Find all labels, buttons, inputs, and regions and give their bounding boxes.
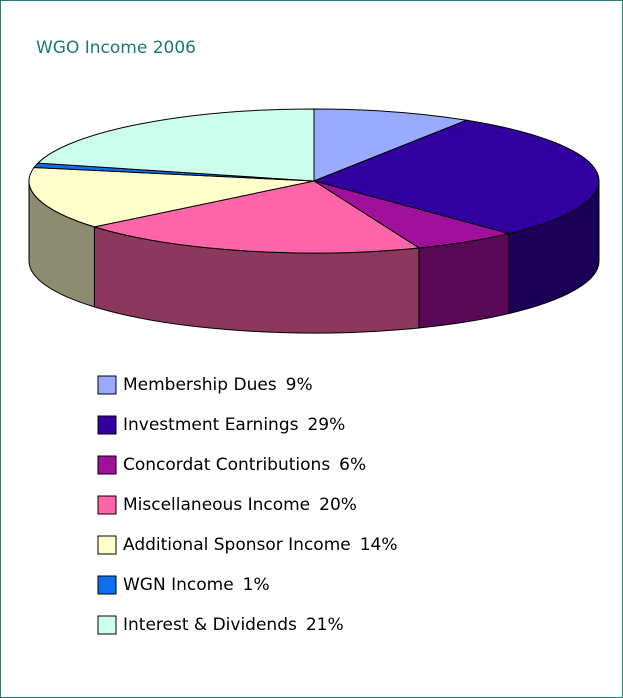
legend-label: Concordat Contributions 6%	[123, 455, 366, 475]
legend-label: Investment Earnings 29%	[123, 415, 345, 435]
legend-value: 21%	[306, 615, 344, 635]
legend-swatch	[97, 495, 117, 515]
legend-value: 1%	[243, 575, 270, 595]
pie-slice	[28, 166, 315, 228]
legend-name: WGN Income	[123, 575, 234, 595]
legend-label: Additional Sponsor Income 14%	[123, 535, 398, 555]
legend-swatch	[97, 415, 117, 435]
legend-value: 9%	[286, 375, 313, 395]
legend-swatch	[97, 575, 117, 595]
legend-label: Interest & Dividends 21%	[123, 615, 344, 635]
legend-name: Concordat Contributions	[123, 455, 330, 475]
legend-label: Miscellaneous Income 20%	[123, 495, 357, 515]
pie-slice	[312, 119, 600, 235]
legend-name: Interest & Dividends	[123, 615, 297, 635]
pie-side	[418, 232, 510, 329]
chart-title: WGO Income 2006	[36, 38, 196, 58]
pie-slice	[94, 180, 421, 254]
legend-value: 29%	[307, 415, 345, 435]
legend-swatch	[97, 375, 117, 395]
legend-label: Membership Dues 9%	[123, 375, 313, 395]
pie-slice	[36, 108, 315, 182]
legend-swatch	[97, 615, 117, 635]
legend-value: 6%	[339, 455, 366, 475]
legend-name: Investment Earnings	[123, 415, 299, 435]
legend-name: Membership Dues	[123, 375, 277, 395]
legend-name: Additional Sponsor Income	[123, 535, 351, 555]
legend-swatch	[97, 455, 117, 475]
legend-swatch	[97, 535, 117, 555]
pie	[28, 108, 600, 334]
legend-value: 20%	[319, 495, 357, 515]
legend: Membership Dues 9% Investment Earnings 29% C…	[97, 375, 398, 635]
pie-slice	[313, 108, 469, 182]
legend-label: WGN Income 1%	[123, 575, 270, 595]
legend-value: 14%	[360, 535, 398, 555]
legend-name: Miscellaneous Income	[123, 495, 310, 515]
